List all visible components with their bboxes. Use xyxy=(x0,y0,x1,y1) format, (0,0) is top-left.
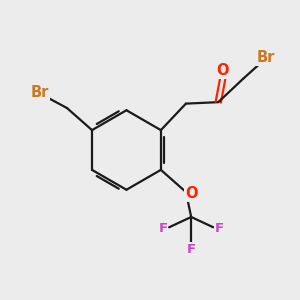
Text: Br: Br xyxy=(30,85,49,100)
Text: F: F xyxy=(214,222,224,235)
Text: F: F xyxy=(187,243,196,256)
Text: F: F xyxy=(159,222,168,235)
Text: Br: Br xyxy=(256,50,274,65)
Text: O: O xyxy=(217,63,229,78)
Text: O: O xyxy=(185,186,197,201)
